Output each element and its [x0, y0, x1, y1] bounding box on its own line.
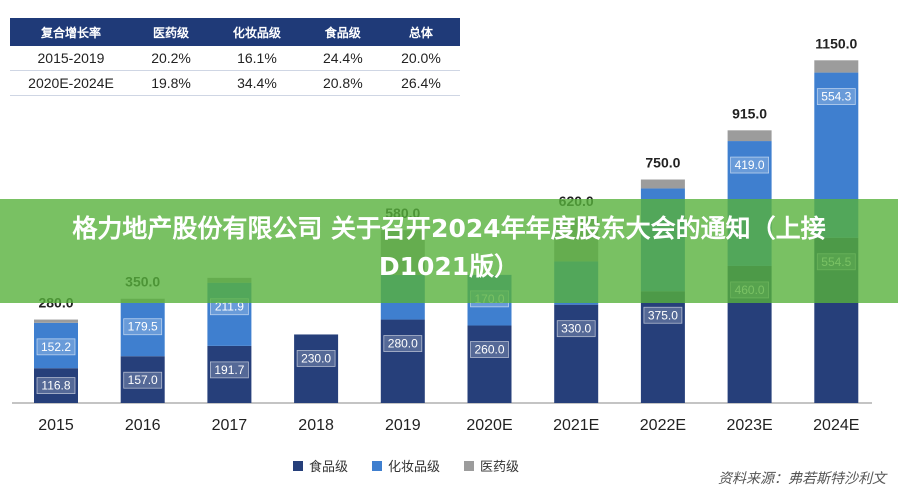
bar-segment [207, 345, 252, 403]
data-label-box [383, 335, 423, 352]
x-tick-label: 2020E [466, 417, 512, 434]
chart-legend: 食品级 化妆品级 医药级 [293, 456, 519, 475]
data-label-box [296, 350, 336, 367]
x-tick-label: 2016 [125, 417, 161, 434]
legend-swatch [464, 460, 475, 471]
table-header-cell: 医药级 [132, 18, 211, 46]
data-label-box [123, 371, 163, 389]
data-label: 280.0 [388, 337, 418, 351]
data-label-box [730, 156, 769, 174]
table-header-cell: 复合增长率 [10, 18, 132, 46]
bar-segment [640, 179, 685, 189]
bar-segment [34, 322, 78, 369]
table-cell: 34.4% [210, 70, 304, 96]
bar-segment [554, 304, 599, 403]
data-label: 419.0 [735, 158, 765, 172]
data-label-box [470, 341, 509, 358]
table-cell: 2015-2019 [10, 46, 132, 71]
x-tick-label: 2019 [385, 417, 421, 434]
growth-rate-table: 复合增长率 医药级 化妆品级 食品级 总体 2015-2019 20.2% 16… [10, 18, 460, 96]
data-label: 211.9 [215, 300, 244, 314]
table-cell: 20.8% [303, 70, 382, 96]
data-label-box [816, 88, 856, 105]
x-tick-label: 2021E [553, 417, 599, 434]
bar-segment [727, 130, 772, 142]
notice-banner [0, 199, 898, 303]
table-cell: 16.1% [210, 46, 304, 71]
total-label: 1150.0 [815, 35, 857, 51]
table-header-cell: 化妆品级 [210, 18, 304, 46]
bar-segment [34, 319, 78, 323]
table-cell: 20.0% [381, 46, 460, 71]
legend-item-cosmetic-grade: 化妆品级 [372, 456, 440, 475]
table-header-row: 复合增长率 医药级 化妆品级 食品级 总体 [10, 18, 460, 46]
total-label: 750.0 [645, 155, 680, 171]
x-tick-label: 2024E [813, 417, 859, 434]
table-cell: 20.2% [132, 46, 211, 71]
table-row: 2015-2019 20.2% 16.1% 24.4% 20.0% [10, 46, 460, 71]
data-label: 116.8 [41, 379, 70, 393]
data-label-box [123, 318, 163, 336]
table-row: 2020E-2024E 19.8% 34.4% 20.8% 26.4% [10, 70, 460, 96]
bar-segment [294, 334, 339, 403]
notice-banner-text: 格力地产股份有限公司 关于召开2024年年度股东大会的通知（上接D1021版） [72, 214, 826, 281]
x-tick-label: 2023E [726, 417, 772, 434]
legend-item-food-grade: 食品级 [293, 456, 348, 475]
source-note: 资料来源：弗若斯特沙利文 [718, 471, 886, 487]
data-label-box [36, 377, 76, 394]
data-label-box [209, 361, 249, 379]
legend-swatch [372, 460, 383, 471]
data-label: 375.0 [648, 308, 678, 322]
bar-segment [467, 325, 512, 403]
data-label: 179.5 [128, 320, 158, 334]
bar-segment [34, 368, 78, 403]
data-label: 152.2 [41, 340, 71, 354]
x-tick-label: 2015 [38, 417, 74, 434]
table-header-cell: 食品级 [303, 18, 382, 46]
data-label: 230.0 [301, 351, 331, 365]
x-tick-label: 2017 [212, 417, 248, 434]
legend-label: 医药级 [480, 460, 520, 475]
data-label: 260.0 [474, 343, 504, 357]
data-label-box [556, 320, 596, 338]
table-cell: 19.8% [132, 70, 211, 96]
data-label-box [643, 306, 683, 324]
data-label: 157.0 [128, 373, 158, 387]
total-label: 915.0 [732, 105, 767, 121]
data-label: 554.3 [821, 90, 851, 104]
bar-segment [380, 319, 425, 403]
bar-segment [120, 302, 165, 357]
bar-segment [814, 60, 859, 73]
legend-swatch [293, 460, 303, 471]
table-header-cell: 总体 [381, 18, 460, 46]
bar-segment [120, 356, 165, 403]
bar-segment [640, 291, 685, 403]
data-label: 191.7 [214, 363, 244, 377]
data-label-box [36, 338, 76, 356]
table-cell: 26.4% [381, 70, 460, 96]
x-tick-label: 2022E [640, 417, 686, 434]
table-cell: 24.4% [303, 46, 382, 71]
x-tick-label: 2018 [298, 417, 334, 434]
legend-item-pharma-grade: 医药级 [464, 456, 519, 475]
legend-label: 食品级 [309, 460, 349, 475]
table-cell: 2020E-2024E [10, 70, 132, 96]
legend-label: 化妆品级 [388, 460, 441, 475]
data-label: 330.0 [561, 322, 591, 336]
